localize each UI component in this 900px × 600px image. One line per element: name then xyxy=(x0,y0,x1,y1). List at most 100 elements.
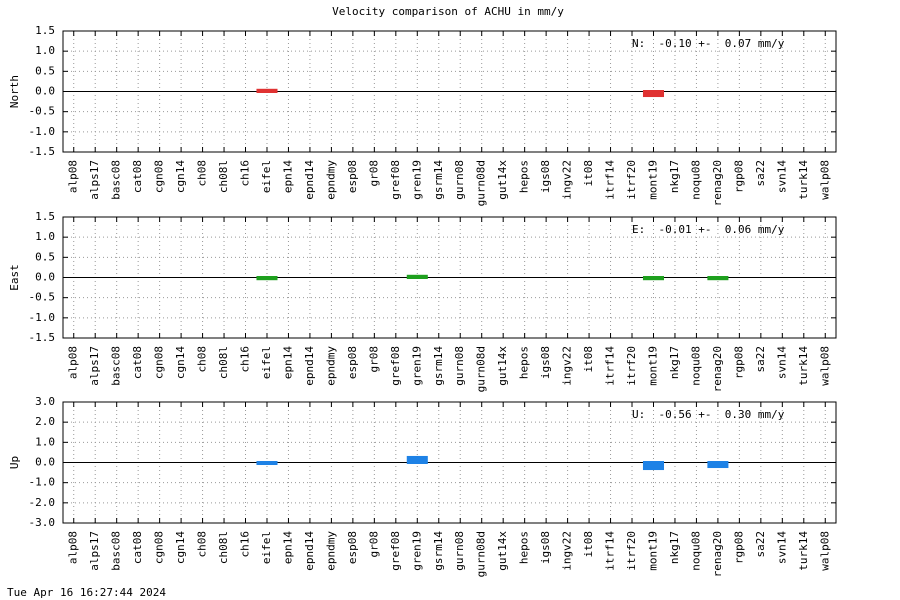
y-tick-label: -1.5 xyxy=(29,145,56,158)
y-tick-label: 0.0 xyxy=(35,456,55,469)
x-tick-label: epndmy xyxy=(324,346,337,386)
y-tick-label: -3.0 xyxy=(29,516,56,529)
x-tick-label: turk14 xyxy=(797,531,810,571)
x-tick-label: itrf20 xyxy=(625,160,638,200)
x-tick-label: renag20 xyxy=(711,160,724,206)
y-tick-label: -0.5 xyxy=(29,291,56,304)
x-tick-label: hepos xyxy=(518,160,531,193)
annotation: U: -0.56 +- 0.30 mm/y xyxy=(632,408,785,421)
bar xyxy=(707,276,729,281)
y-tick-label: -1.0 xyxy=(29,125,56,138)
bar xyxy=(642,461,665,471)
x-tick-label: rgp08 xyxy=(732,160,745,193)
x-tick-label: alp08 xyxy=(67,346,80,379)
x-tick-label: mont19 xyxy=(646,346,659,386)
x-tick-label: nkg17 xyxy=(668,346,681,379)
x-tick-label: ch16 xyxy=(239,531,252,558)
y-tick-label: 2.0 xyxy=(35,415,55,428)
annotation: E: -0.01 +- 0.06 mm/y xyxy=(632,223,785,236)
x-tick-label: ch08l xyxy=(217,160,230,193)
bar xyxy=(406,455,428,465)
x-tick-label: noqu08 xyxy=(689,531,702,571)
y-tick-label: -2.0 xyxy=(29,496,56,509)
x-tick-label: svn14 xyxy=(775,531,788,564)
x-tick-label: epn14 xyxy=(281,160,294,193)
x-tick-label: mont19 xyxy=(646,531,659,571)
x-tick-label: rgp08 xyxy=(732,531,745,564)
x-tick-label: cgn14 xyxy=(174,531,187,564)
x-tick-label: walp08 xyxy=(818,160,831,200)
x-tick-label: basc08 xyxy=(110,346,123,386)
x-tick-label: gut14x xyxy=(496,346,509,386)
y-tick-label: -1.5 xyxy=(29,331,56,344)
x-tick-label: epnd14 xyxy=(303,160,316,200)
x-tick-label: ch08 xyxy=(196,346,209,373)
timestamp: Tue Apr 16 16:27:44 2024 xyxy=(7,586,166,599)
x-tick-label: ingv22 xyxy=(561,531,574,571)
x-tick-label: nkg17 xyxy=(668,531,681,564)
x-tick-label: ch08 xyxy=(196,160,209,187)
x-tick-label: walp08 xyxy=(818,531,831,571)
bar xyxy=(642,90,665,98)
y-tick-label: 1.0 xyxy=(35,44,55,57)
x-tick-label: eifel xyxy=(260,160,273,193)
x-tick-label: cgn08 xyxy=(153,346,166,379)
x-tick-label: igs08 xyxy=(539,531,552,564)
plot-frame xyxy=(62,216,837,339)
x-tick-label: itrf20 xyxy=(625,346,638,386)
y-tick-label: 1.0 xyxy=(35,230,55,243)
x-tick-label: itrf14 xyxy=(604,531,617,571)
x-tick-label: it08 xyxy=(582,346,595,373)
x-tick-label: alps17 xyxy=(88,160,101,200)
x-tick-label: eifel xyxy=(260,346,273,379)
x-tick-label: gsrm14 xyxy=(432,160,445,200)
x-tick-label: noqu08 xyxy=(689,160,702,200)
x-tick-label: it08 xyxy=(582,531,595,558)
x-tick-label: rgp08 xyxy=(732,346,745,379)
x-tick-label: gsrm14 xyxy=(432,531,445,571)
x-tick-label: gref08 xyxy=(389,531,402,571)
x-tick-label: epnd14 xyxy=(303,531,316,571)
y-axis-label: East xyxy=(8,264,21,291)
y-tick-label: 0.5 xyxy=(35,250,55,263)
y-tick-label: -0.5 xyxy=(29,105,56,118)
plot-frame xyxy=(62,30,837,153)
x-tick-label: gurn08 xyxy=(453,346,466,386)
x-tick-label: epndmy xyxy=(324,160,337,200)
x-tick-label: gurn08 xyxy=(453,531,466,571)
x-tick-label: ingv22 xyxy=(561,160,574,200)
x-tick-label: gref08 xyxy=(389,346,402,386)
x-tick-label: hepos xyxy=(518,346,531,379)
x-tick-label: cgn14 xyxy=(174,346,187,379)
x-tick-label: cgn08 xyxy=(153,531,166,564)
bar xyxy=(642,276,665,281)
x-tick-label: eifel xyxy=(260,531,273,564)
x-tick-label: itrf14 xyxy=(604,346,617,386)
x-tick-label: itrf14 xyxy=(604,160,617,200)
x-tick-label: svn14 xyxy=(775,160,788,193)
x-tick-label: gref08 xyxy=(389,160,402,200)
x-tick-label: igs08 xyxy=(539,160,552,193)
bar xyxy=(256,461,278,466)
y-tick-label: 0.0 xyxy=(35,271,55,284)
x-tick-label: epnd14 xyxy=(303,346,316,386)
x-tick-label: noqu08 xyxy=(689,346,702,386)
bar xyxy=(256,276,278,281)
x-tick-label: epn14 xyxy=(281,346,294,379)
x-tick-label: esp08 xyxy=(346,160,359,193)
plot-frame xyxy=(62,401,837,524)
bar xyxy=(256,88,278,94)
x-tick-label: gr08 xyxy=(367,346,380,373)
y-tick-label: 0.5 xyxy=(35,64,55,77)
y-tick-label: 1.5 xyxy=(35,24,55,37)
y-axis-label: Up xyxy=(8,456,21,469)
x-tick-label: ingv22 xyxy=(561,346,574,386)
x-tick-label: it08 xyxy=(582,160,595,187)
x-tick-label: cat08 xyxy=(131,346,144,379)
x-tick-label: basc08 xyxy=(110,160,123,200)
x-tick-label: turk14 xyxy=(797,346,810,386)
x-tick-label: epn14 xyxy=(281,531,294,564)
x-tick-label: sa22 xyxy=(754,531,767,558)
